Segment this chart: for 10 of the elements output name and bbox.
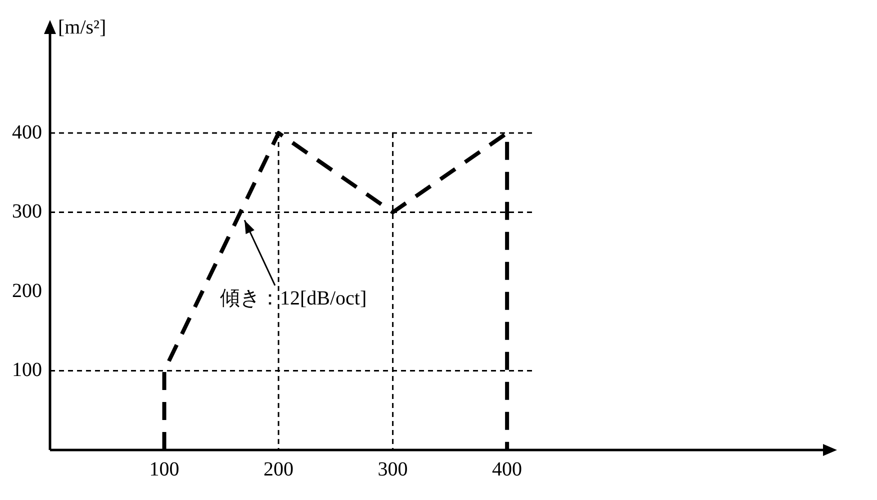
x-tick-label: 400 [492,458,522,480]
x-tick-label: 100 [149,458,180,480]
x-tick-label: 200 [264,458,294,480]
y-tick-label: 100 [12,359,42,382]
y-tick-label: 400 [12,121,42,144]
x-tick-label: 300 [378,458,408,480]
y-axis-title: [m/s²] [58,16,106,38]
annotation: 傾き：12[dB/oct] [220,288,367,310]
y-tick-label: 200 [12,280,42,302]
y-tick-label: 300 [12,200,42,223]
